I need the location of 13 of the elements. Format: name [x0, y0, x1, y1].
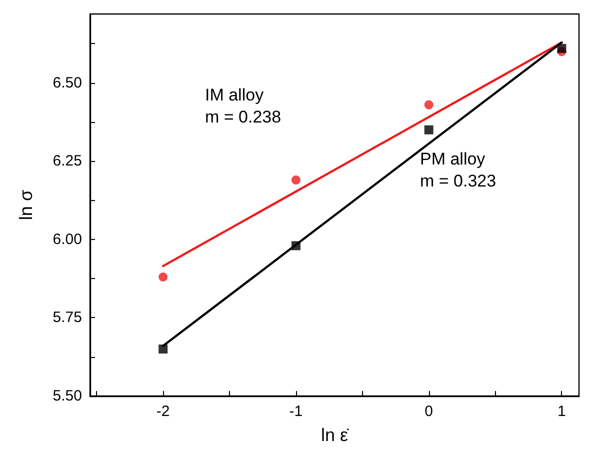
- x-tick-label: -1: [289, 403, 303, 420]
- x-tick-label: -2: [156, 403, 170, 420]
- y-tick-label: 6.25: [52, 152, 82, 170]
- y-tick-label: 5.75: [52, 309, 82, 326]
- y-axis-title: ln σ: [16, 190, 36, 220]
- y-tick-label: 6.50: [52, 74, 82, 92]
- y-tick-label: 6.00: [52, 230, 82, 248]
- annotation: IM alloy m = 0.238: [205, 86, 282, 126]
- annotation: PM alloy m = 0.323: [420, 150, 496, 190]
- x-axis-title: ln ε̇: [320, 425, 350, 445]
- x-tick-label: 0: [424, 403, 434, 420]
- x-tick-label: 1: [558, 403, 566, 420]
- y-tick-label: 5.50: [52, 388, 82, 404]
